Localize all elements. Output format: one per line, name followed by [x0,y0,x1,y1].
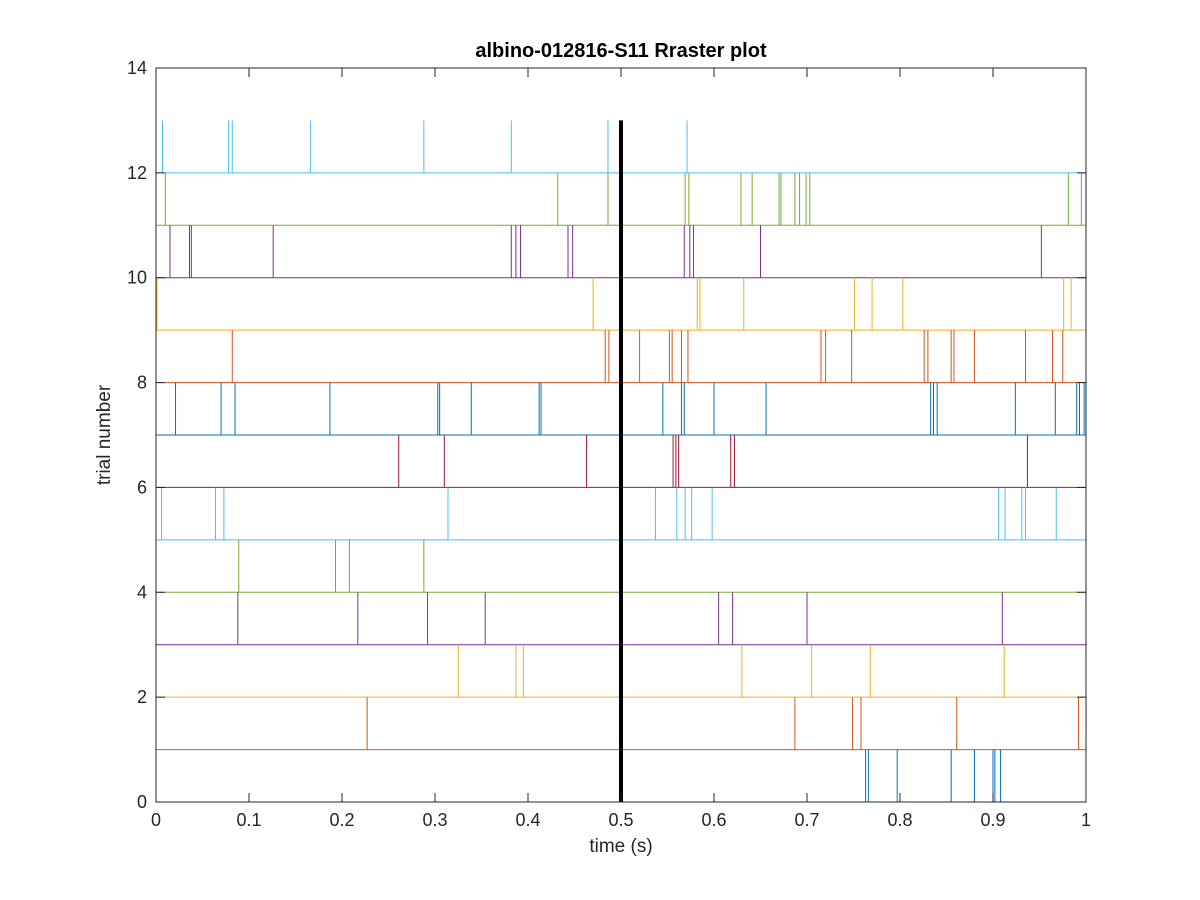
x-axis-label: time (s) [589,836,652,857]
x-axis-ticks: 0 0.1 0.2 0.3 0.4 0.5 0.6 0.7 0.8 0.9 1 [151,68,1091,830]
x-tick-label: 0.4 [515,810,540,830]
x-tick-label: 0.5 [608,810,633,830]
y-tick-label: 6 [137,477,147,497]
y-tick-label: 2 [137,687,147,707]
spikes-layer [156,120,1085,802]
x-tick-label: 0.1 [236,810,261,830]
x-tick-label: 0.3 [422,810,447,830]
y-tick-label: 4 [137,582,147,602]
x-tick-label: 0.9 [980,810,1005,830]
y-tick-label: 14 [127,58,147,78]
x-tick-label: 0.8 [887,810,912,830]
y-axis-ticks: 0 2 4 6 8 10 12 14 [127,58,1086,812]
x-tick-label: 0.2 [329,810,354,830]
y-tick-label: 0 [137,792,147,812]
x-tick-label: 0 [151,810,161,830]
y-tick-label: 8 [137,373,147,393]
y-tick-label: 12 [127,163,147,183]
chart-title: albino-012816-S11 Rraster plot [475,40,767,62]
y-tick-label: 10 [127,268,147,288]
x-tick-label: 1 [1081,810,1091,830]
x-tick-label: 0.7 [794,810,819,830]
y-axis-label: trial number [94,384,115,485]
x-tick-label: 0.6 [701,810,726,830]
